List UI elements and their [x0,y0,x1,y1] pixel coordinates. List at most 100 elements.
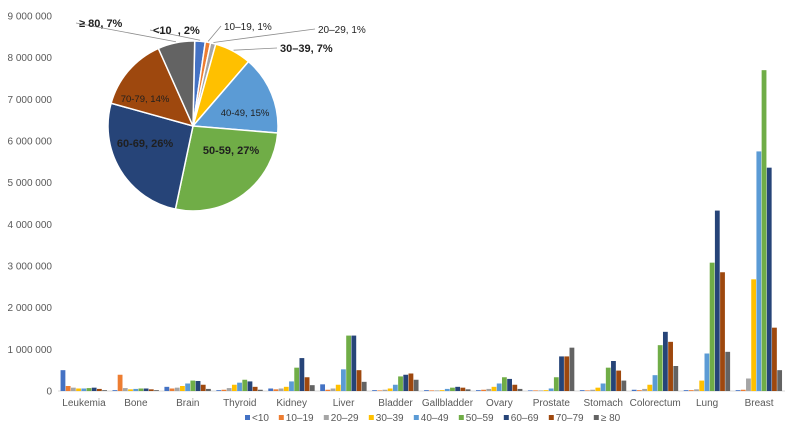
bar-ovary-5 [501,377,507,391]
legend-swatch [548,415,554,420]
bar-thyroid-6 [247,381,253,391]
y-tick-label: 1 000 000 [8,345,53,356]
bar-thyroid-7 [252,386,258,391]
bar-bladder-4 [392,384,398,391]
bar-gallbladder-6 [455,386,461,391]
bar-prostate-7 [564,356,570,391]
x-tick-label: Bone [124,398,148,409]
pie-slice-50–59 [174,125,279,212]
bar-prostate-8 [569,347,575,391]
bar-stomach-0 [579,390,585,391]
bar-leukemia-1 [65,386,71,391]
bar-brain-1 [169,388,175,391]
bar-prostate-0 [527,390,533,391]
bar-leukemia-7 [96,388,102,391]
x-tick-label: Brain [176,398,199,409]
bar-stomach-8 [621,380,627,391]
legend-swatch [593,415,599,420]
bar-bladder-3 [387,388,393,391]
y-tick-label: 5 000 000 [8,178,53,189]
x-tick-label: Bladder [378,398,413,409]
bar-lung-2 [694,389,699,391]
bar-brain-8 [206,388,211,391]
bar-bladder-8 [413,379,419,391]
bar-bladder-6 [403,374,409,391]
pie-label-<10: <10 , 2% [153,25,200,37]
bar-kidney-7 [304,377,310,391]
bar-leukemia-5 [86,388,92,391]
bar-thyroid-4 [237,382,242,391]
bar-ovary-8 [517,388,523,391]
bar-bone-8 [154,390,159,391]
bar-breast-4 [756,151,762,391]
legend-label: 70–79 [556,413,584,424]
bar-bladder-0 [372,390,377,391]
x-tick-label: Leukemia [62,398,106,409]
pie-label-10–19: 10–19, 1% [224,22,272,33]
bar-bone-3 [128,389,133,391]
bar-bone-1 [117,374,123,391]
x-tick-label: Kidney [276,398,307,409]
legend-swatch [413,415,419,420]
bar-gallbladder-8 [465,389,471,391]
bar-breast-8 [777,370,783,391]
bar-stomach-4 [600,383,606,391]
bar-colorectum-4 [652,375,658,391]
bar-liver-5 [346,335,352,391]
legend-swatch [245,415,250,420]
x-tick-label: Colorectum [630,398,681,409]
bar-lung-6 [714,210,720,391]
bar-gallbladder-2 [434,390,440,391]
pie-chart: <10 , 2% 10–19, 1% 20–29, 1% 30–39, 7% 40-49… [75,18,366,212]
bar-leukemia-2 [70,387,76,391]
bar-breast-0 [735,390,741,391]
bar-colorectum-2 [642,388,647,391]
y-tick-label: 0 [46,387,52,398]
bar-colorectum-0 [631,389,637,391]
bar-prostate-4 [548,388,554,391]
bar-prostate-5 [553,377,559,391]
legend-label: 60–69 [511,413,539,424]
bar-leukemia-6 [91,387,97,391]
bar-gallbladder-7 [460,387,466,391]
pie-leader-line [149,29,201,41]
y-tick-label: 4 000 000 [8,220,53,231]
legend-label: ≥ 80 [601,413,621,424]
bar-kidney-5 [294,367,300,391]
bar-leukemia-4 [81,388,87,391]
bar-kidney-8 [309,385,315,391]
bar-brain-7 [200,384,206,391]
bar-lung-8 [725,351,731,391]
x-tick-label: Gallbladder [422,398,474,409]
bar-gallbladder-4 [444,388,450,391]
bar-thyroid-0 [216,390,222,391]
bar-breast-6 [766,167,772,391]
bar-stomach-7 [616,370,622,391]
pie-slice-40–49 [191,60,279,134]
pie-slice-70–79 [110,47,195,128]
bar-stomach-1 [585,390,590,391]
bar-kidney-0 [268,388,274,391]
x-tick-label: Ovary [486,398,513,409]
bar-kidney-2 [278,388,284,391]
bar-gallbladder-0 [424,390,429,391]
bar-kidney-4 [289,381,294,391]
bar-breast-2 [746,378,751,391]
pie-label-60–69: 60-69, 26% [117,138,173,150]
bar-bone-0 [112,390,118,391]
legend: <10 10–19 20–29 30–39 40–49 50–59 60–69 70–79 ≥ … [245,413,621,424]
legend-swatch [278,415,284,420]
bar-lung-0 [683,390,689,391]
pie-leader-line [233,47,278,51]
bar-series-group [60,70,783,392]
bar-liver-2 [330,388,336,391]
bar-stomach-6 [611,361,616,391]
bar-breast-7 [772,327,777,391]
x-tick-label: Thyroid [223,398,256,409]
bar-bladder-5 [398,376,403,391]
bar-liver-4 [341,369,346,391]
legend-label: 20–29 [331,413,359,424]
bar-liver-3 [335,384,341,391]
pie-label-70–79: 70-79, 14% [121,94,170,105]
bar-colorectum-8 [673,366,679,391]
